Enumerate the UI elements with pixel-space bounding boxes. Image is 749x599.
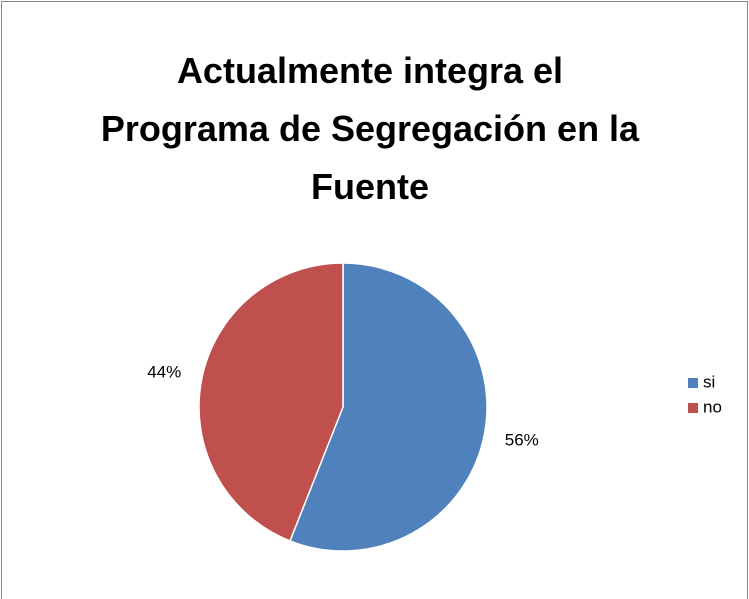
data-label: 44% [147, 362, 181, 381]
legend-label: no [703, 397, 722, 416]
pie-slice [198, 262, 344, 542]
legend-swatch [688, 378, 698, 388]
chart-title: Actualmente integra el Programa de Segre… [100, 50, 640, 207]
pie-slice [289, 262, 488, 552]
data-label: 56% [505, 431, 539, 450]
legend-label: si [703, 372, 715, 391]
legend-swatch [688, 403, 698, 413]
